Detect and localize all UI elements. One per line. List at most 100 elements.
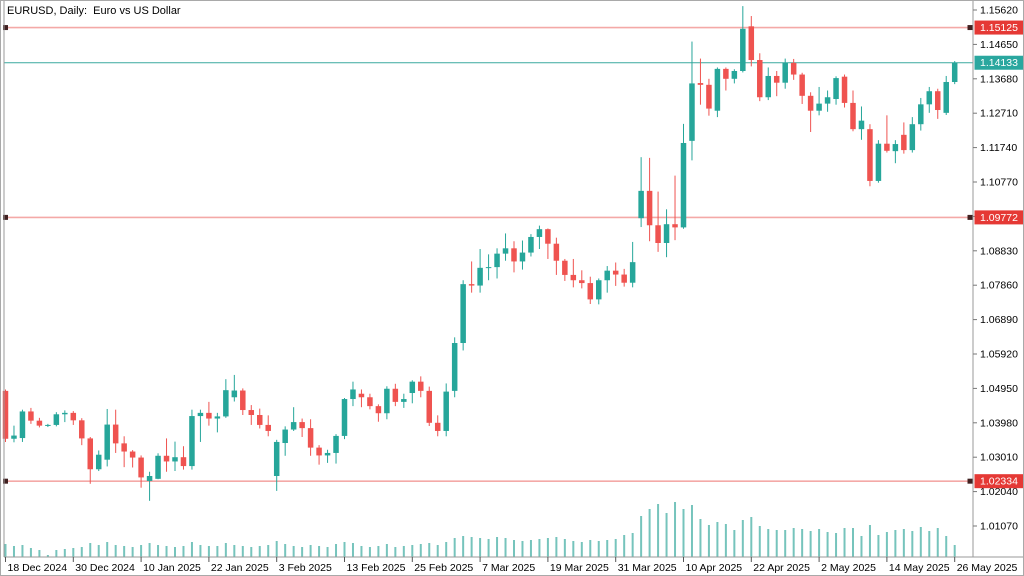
volume-bar xyxy=(445,542,448,557)
bull-candle-body xyxy=(146,475,153,481)
bull-candle-body xyxy=(172,457,178,462)
level-line-left-marker xyxy=(3,25,8,31)
volume-bar xyxy=(351,543,354,557)
volume-bar xyxy=(589,540,592,557)
level-line-left-marker xyxy=(3,214,8,220)
bear-candle-body xyxy=(655,225,661,243)
level-line-right-marker xyxy=(967,478,973,484)
time-axis: 18 Dec 2024 30 Dec 2024 10 Jan 2025 22 Jan … xyxy=(5,557,1018,574)
volume-bar xyxy=(631,533,634,557)
bear-candle-body xyxy=(299,422,305,429)
date-tick-label: 22 Jan 2025 xyxy=(211,562,269,574)
volume-bar xyxy=(55,550,58,557)
bear-candle-body xyxy=(240,390,246,411)
price-tick-label: 1.08830 xyxy=(980,245,1018,257)
volume-bar xyxy=(936,528,939,557)
bull-candle-body xyxy=(223,390,229,417)
price-tag-layer: 1.15125 1.14133 1.09772 1.02334 xyxy=(967,20,1023,489)
price-tick-label: 1.04950 xyxy=(980,383,1018,395)
volume-bar xyxy=(868,525,871,557)
volume-bar xyxy=(945,536,948,557)
bear-candle-body xyxy=(129,451,136,458)
bull-candle-body xyxy=(11,435,17,439)
bear-candle-body xyxy=(773,75,780,83)
volume-bar xyxy=(97,545,100,557)
bear-candle-body xyxy=(807,95,814,111)
candles-layer[interactable] xyxy=(2,6,958,501)
volume-bar xyxy=(716,522,719,557)
date-tick-label: 3 Feb 2025 xyxy=(279,562,332,574)
volume-bar xyxy=(233,545,236,557)
bear-candle-body xyxy=(799,74,805,96)
price-tick-label: 1.07860 xyxy=(980,280,1018,292)
volume-bar xyxy=(665,513,668,557)
volume-bar xyxy=(114,545,117,557)
bull-candle-body xyxy=(528,236,534,253)
bear-candle-body xyxy=(545,229,551,244)
bear-candle-body xyxy=(723,68,729,79)
volume-bar xyxy=(190,542,193,557)
bull-candle-body xyxy=(926,91,933,105)
bull-candle-body xyxy=(409,381,416,394)
volume-bar xyxy=(487,539,490,557)
volume-bar xyxy=(606,540,609,557)
volume-bar xyxy=(335,544,338,557)
volume-bar xyxy=(852,528,854,557)
volume-bar xyxy=(72,548,75,557)
bear-candle-body xyxy=(265,424,271,431)
bull-candle-body xyxy=(384,388,390,414)
bear-candle-body xyxy=(757,60,763,98)
volume-bar xyxy=(521,541,524,557)
price-tick-label: 1.15620 xyxy=(980,5,1018,17)
volume-bar xyxy=(775,530,778,557)
bear-candle-body xyxy=(621,274,627,283)
bull-candle-body xyxy=(951,62,958,82)
bull-candle-body xyxy=(494,253,500,268)
volume-bar xyxy=(911,531,914,557)
volume-bar xyxy=(216,546,219,557)
bear-candle-body xyxy=(790,62,797,75)
volume-bar xyxy=(894,530,897,557)
volume-bar xyxy=(402,546,405,557)
bear-candle-body xyxy=(434,422,441,431)
volume-bar xyxy=(657,504,660,557)
date-tick-label: 25 Feb 2025 xyxy=(414,562,473,574)
price-tick-label: 1.01070 xyxy=(980,521,1018,533)
date-tick-label: 18 Dec 2024 xyxy=(8,562,68,574)
bear-candle-body xyxy=(375,406,382,414)
bull-candle-body xyxy=(765,75,771,98)
date-tick-label: 30 Dec 2024 xyxy=(75,562,135,574)
volume-bar xyxy=(860,536,863,557)
volume-bar xyxy=(267,545,270,557)
volume-bar xyxy=(165,546,168,557)
bear-candle-body xyxy=(87,438,93,470)
bear-candle-body xyxy=(28,411,34,421)
volume-bar xyxy=(928,531,931,557)
bull-candle-body xyxy=(519,252,526,262)
date-tick-label: 14 May 2025 xyxy=(889,562,950,574)
date-tick-label: 22 Apr 2025 xyxy=(753,562,810,574)
bull-candle-body xyxy=(858,120,865,130)
volume-bar xyxy=(318,546,321,557)
bull-candle-body xyxy=(333,435,339,453)
volume-bar xyxy=(674,502,677,557)
volume-bar xyxy=(504,538,507,557)
bull-candle-body xyxy=(892,144,899,152)
bull-candle-body xyxy=(273,441,280,476)
volume-bar xyxy=(275,541,278,557)
bear-candle-body xyxy=(138,457,144,478)
bull-candle-body xyxy=(282,429,288,444)
bear-candle-body xyxy=(748,26,755,61)
bear-candle-body xyxy=(587,283,594,300)
volume-bar xyxy=(368,547,371,557)
bid-price-tag xyxy=(974,55,1023,70)
bull-candle-body xyxy=(714,68,721,111)
volume-bar xyxy=(555,537,558,557)
bear-candle-body xyxy=(307,428,314,448)
bull-candle-body xyxy=(104,424,110,460)
bear-candle-body xyxy=(121,443,127,452)
price-tick-label: 1.10770 xyxy=(980,177,1018,189)
bear-candle-body xyxy=(112,424,119,444)
volume-bar xyxy=(309,545,312,557)
